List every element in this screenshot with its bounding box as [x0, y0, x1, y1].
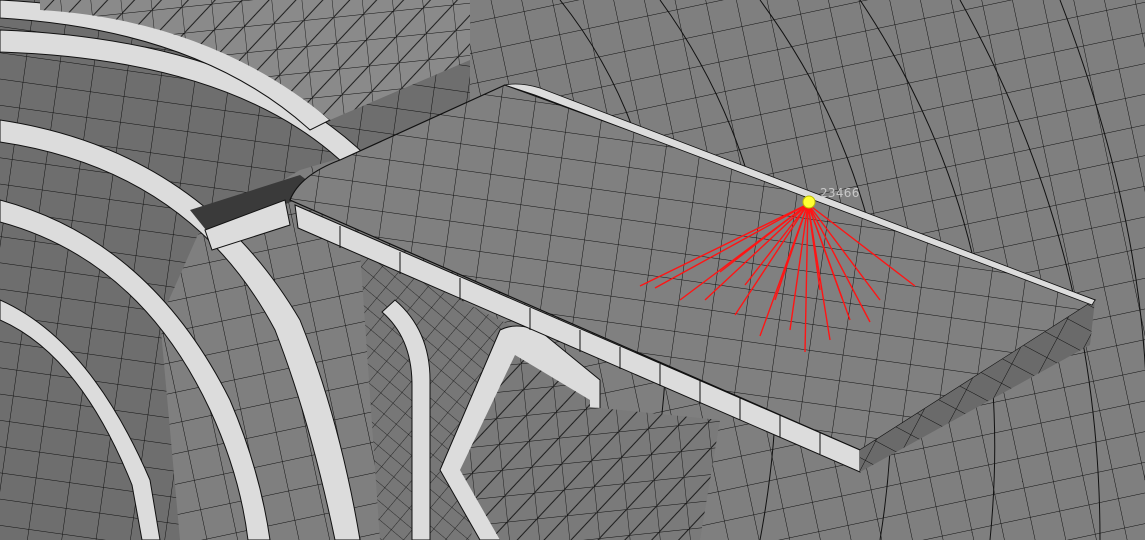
left-ring-assembly: [0, 0, 470, 541]
node-marker[interactable]: [802, 195, 816, 209]
slot-groove: [190, 175, 320, 251]
lower-web-rib: [360, 250, 720, 541]
rbe-spider-element[interactable]: [639, 203, 916, 353]
node-id-label: 23466: [820, 186, 860, 200]
